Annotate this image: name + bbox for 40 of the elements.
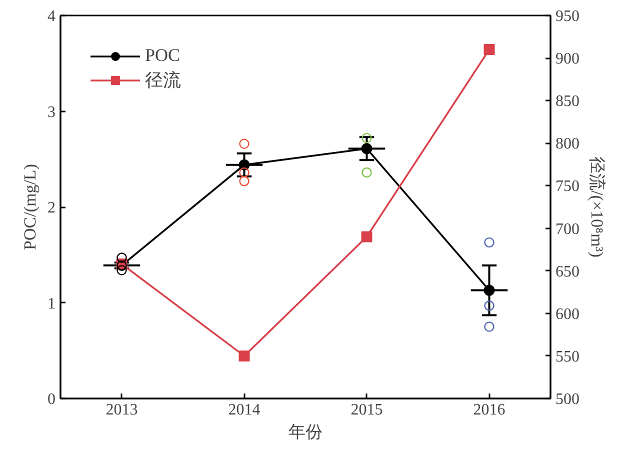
point: [116, 252, 127, 263]
y2-tick-label: 950: [556, 8, 580, 25]
y2-tick-label: 750: [556, 178, 580, 196]
x-tick-label: 2016: [473, 402, 506, 418]
point: [239, 176, 250, 186]
y2-tick-label: 500: [556, 391, 580, 408]
point: [361, 231, 372, 242]
point: [484, 44, 495, 56]
x-tick-label: 2014: [228, 402, 260, 418]
y2-tick-label: 800: [556, 136, 580, 153]
point: [238, 159, 250, 170]
x-tick-label: 2013: [106, 402, 138, 418]
point: [484, 237, 494, 248]
legend-label: POC: [145, 45, 180, 66]
y-tick-label: 0: [48, 391, 56, 408]
point: [361, 143, 372, 154]
y2-tick-label: 850: [556, 93, 580, 110]
point: [362, 132, 372, 144]
point: [239, 138, 250, 149]
x-tick-label: 2015: [350, 402, 383, 418]
y2-tick-label: 600: [556, 306, 580, 323]
point: [484, 284, 495, 296]
point: [362, 167, 372, 178]
x-axis-title: 年份: [288, 422, 322, 442]
point: [238, 350, 250, 362]
point: [239, 167, 250, 178]
y2-tick-label: 900: [556, 50, 580, 68]
point: [116, 265, 127, 276]
y-tick-label: 4: [48, 8, 56, 25]
y-tick-label: 1: [48, 295, 56, 312]
y-tick-label: 3: [48, 104, 56, 121]
point: [484, 322, 494, 332]
legend-label: 径流: [145, 69, 181, 92]
y2-tick-label: 550: [556, 348, 580, 366]
point: [484, 300, 494, 311]
y2-tick-label: 700: [556, 220, 580, 238]
y-tick-label: 2: [48, 200, 56, 216]
y-axis-title: POC/(mg/L): [20, 164, 40, 250]
y2-tick-label: 650: [556, 263, 580, 280]
y2-axis-title: 径流/(×10⁸m³): [588, 156, 606, 258]
